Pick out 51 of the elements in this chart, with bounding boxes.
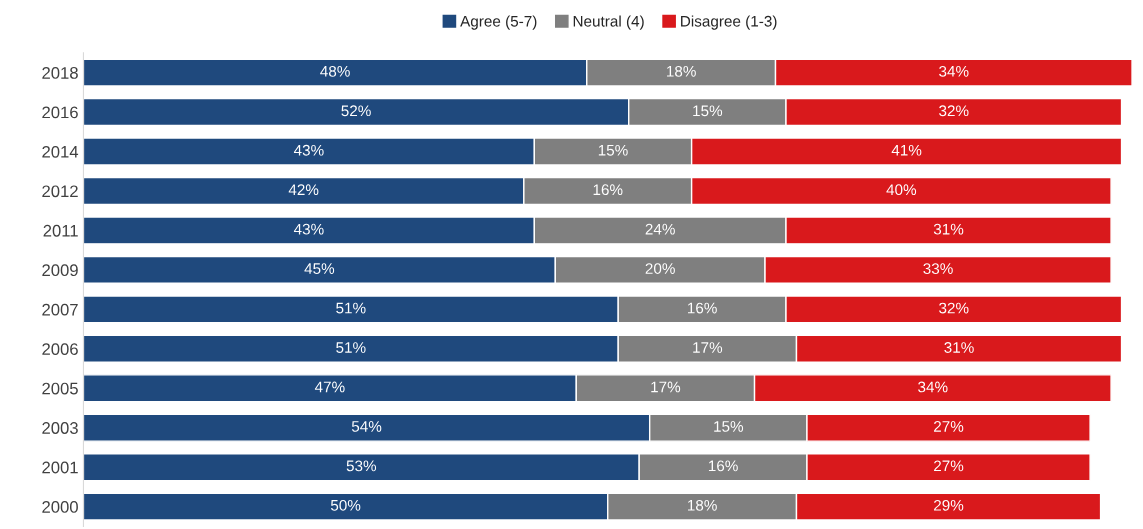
data-label: 20% xyxy=(645,263,675,274)
data-label: 16% xyxy=(593,184,623,196)
data-label: 43% xyxy=(293,223,324,235)
data-label: 50% xyxy=(330,499,361,511)
y-tick-label: 2003 xyxy=(42,422,78,434)
data-label: 17% xyxy=(693,342,723,353)
data-label: 52% xyxy=(341,105,371,117)
data-label: 48% xyxy=(320,65,350,77)
data-label: 53% xyxy=(346,460,377,472)
data-label: 33% xyxy=(923,263,953,274)
data-label: 18% xyxy=(667,65,696,77)
data-label: 41% xyxy=(891,144,922,156)
data-label: 45% xyxy=(304,263,335,274)
data-label: 32% xyxy=(939,105,969,117)
data-label: 16% xyxy=(687,302,717,314)
data-label: 51% xyxy=(336,302,366,314)
y-tick-label: 2009 xyxy=(42,264,78,277)
data-label: 31% xyxy=(944,342,974,353)
data-label: 51% xyxy=(336,342,366,353)
data-label: 34% xyxy=(939,65,969,77)
data-label: 27% xyxy=(934,460,964,472)
y-tick-label: 2018 xyxy=(42,67,78,79)
data-label: 15% xyxy=(598,144,628,156)
legend-label: Agree (5-7) xyxy=(460,15,537,30)
y-tick-label: 2001 xyxy=(42,461,78,474)
y-tick-label: 2012 xyxy=(42,185,78,198)
y-tick-label: 2011 xyxy=(43,224,78,237)
data-label: 16% xyxy=(708,460,738,472)
data-label: 47% xyxy=(314,381,345,393)
y-tick-label: 2007 xyxy=(42,303,78,316)
data-label: 54% xyxy=(351,421,382,432)
legend-label: Neutral (4) xyxy=(573,15,644,30)
y-tick-label: 2016 xyxy=(42,106,78,119)
data-label: 27% xyxy=(934,421,964,432)
y-tick-label: 2006 xyxy=(42,343,78,356)
data-label: 29% xyxy=(934,499,964,511)
data-label: 17% xyxy=(651,381,681,393)
data-label: 32% xyxy=(939,302,969,314)
data-label: 34% xyxy=(918,381,948,393)
y-tick-label: 2014 xyxy=(42,145,79,158)
data-label: 31% xyxy=(933,223,964,235)
y-tick-label: 2005 xyxy=(42,382,78,395)
data-label: 42% xyxy=(288,184,319,196)
data-label: 15% xyxy=(714,421,744,432)
data-label: 40% xyxy=(886,184,917,196)
data-label: 43% xyxy=(293,144,324,156)
data-label: 24% xyxy=(645,223,675,235)
y-tick-label: 2000 xyxy=(42,501,78,513)
data-label: 15% xyxy=(693,105,723,117)
data-label: 18% xyxy=(687,499,717,511)
legend-label: Disagree (1-3) xyxy=(681,15,777,30)
